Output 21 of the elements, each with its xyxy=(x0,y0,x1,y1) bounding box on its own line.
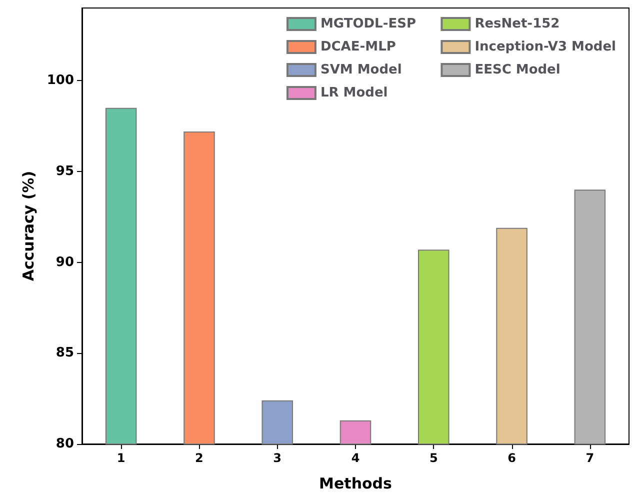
x-tick-label: 1 xyxy=(116,451,126,465)
legend-label: EESC Model xyxy=(474,62,560,78)
x-tick-label: 4 xyxy=(351,451,360,465)
legend-label: MGTODL-ESP xyxy=(320,16,416,32)
y-tick-label: 95 xyxy=(56,164,74,179)
x-tick-label: 6 xyxy=(508,451,516,465)
y-tick-label: 90 xyxy=(56,254,74,270)
y-tick-label: 80 xyxy=(56,436,74,452)
x-axis-title: Methods xyxy=(319,474,392,492)
legend-label: SVM Model xyxy=(320,62,402,78)
y-tick-label: 85 xyxy=(56,346,74,361)
y-tick-label: 100 xyxy=(46,73,74,88)
legend-label: ResNet-152 xyxy=(474,16,560,32)
x-tick-label: 7 xyxy=(586,451,594,465)
x-tick-label: 3 xyxy=(273,451,282,465)
legend-label: DCAE-MLP xyxy=(320,40,396,54)
x-tick-label: 5 xyxy=(429,451,438,465)
legend-label: LR Model xyxy=(320,86,388,100)
x-tick-label: 2 xyxy=(195,451,204,465)
legend-label: Inception-V3 Model xyxy=(474,40,616,54)
y-axis-title: Accuracy (%) xyxy=(19,170,38,282)
